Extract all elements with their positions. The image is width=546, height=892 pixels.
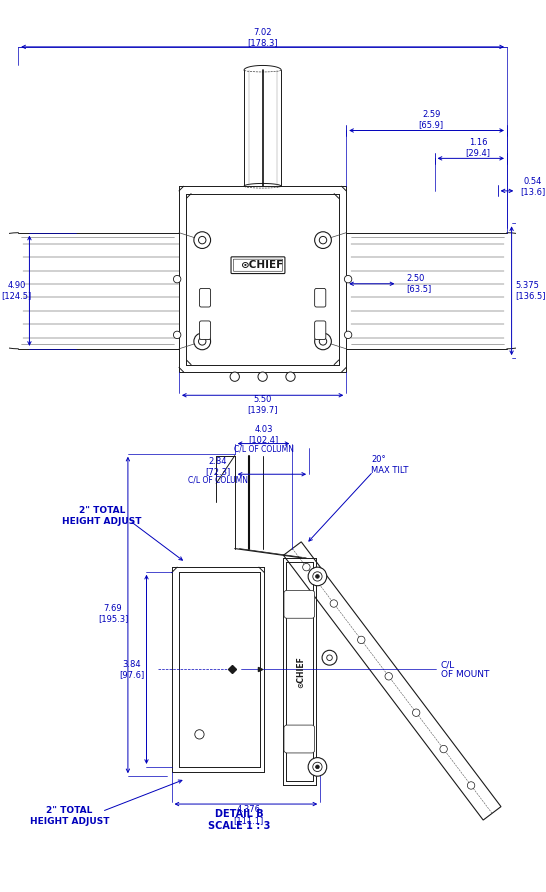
Circle shape	[194, 333, 211, 350]
FancyBboxPatch shape	[284, 591, 314, 618]
Circle shape	[308, 567, 327, 586]
FancyBboxPatch shape	[314, 288, 326, 307]
Text: 2.84
[72.3]: 2.84 [72.3]	[205, 457, 230, 476]
FancyBboxPatch shape	[284, 725, 314, 753]
Text: 2.50
[63.5]: 2.50 [63.5]	[407, 274, 432, 293]
Circle shape	[314, 333, 331, 350]
Text: 7.02
[178.3]: 7.02 [178.3]	[247, 28, 278, 47]
Text: DETAIL B
SCALE 1 : 3: DETAIL B SCALE 1 : 3	[208, 809, 271, 830]
Circle shape	[412, 709, 420, 716]
Text: 4.376
[111.1]: 4.376 [111.1]	[233, 805, 263, 825]
Circle shape	[322, 650, 337, 665]
Circle shape	[174, 331, 181, 339]
Text: 3.84
[97.6]: 3.84 [97.6]	[119, 660, 144, 679]
Text: 20°
MAX TILT: 20° MAX TILT	[371, 455, 409, 475]
Circle shape	[385, 673, 393, 680]
Circle shape	[345, 331, 352, 339]
Text: C/L: C/L	[441, 660, 455, 669]
Circle shape	[308, 757, 327, 776]
Text: C/L OF COLUMN: C/L OF COLUMN	[188, 475, 248, 484]
FancyBboxPatch shape	[199, 321, 211, 340]
Circle shape	[302, 564, 310, 571]
Text: ⊙CHIEF: ⊙CHIEF	[240, 260, 283, 270]
Text: 2" TOTAL
HEIGHT ADJUST: 2" TOTAL HEIGHT ADJUST	[29, 806, 109, 826]
Circle shape	[195, 730, 204, 739]
Circle shape	[440, 746, 447, 753]
Circle shape	[316, 574, 319, 578]
Circle shape	[230, 372, 239, 382]
Circle shape	[314, 232, 331, 249]
Text: 7.69
[195.3]: 7.69 [195.3]	[98, 604, 128, 624]
Circle shape	[358, 636, 365, 644]
Text: 5.375
[136.5]: 5.375 [136.5]	[515, 281, 546, 301]
Circle shape	[330, 599, 337, 607]
Text: 1.16
[29.4]: 1.16 [29.4]	[466, 137, 491, 157]
Circle shape	[258, 372, 267, 382]
Text: 4.03
[102.4]: 4.03 [102.4]	[248, 425, 278, 444]
Circle shape	[467, 781, 475, 789]
Text: 0.54
[13.6]: 0.54 [13.6]	[520, 177, 545, 196]
Circle shape	[174, 276, 181, 283]
Text: C/L OF COLUMN: C/L OF COLUMN	[234, 444, 294, 454]
FancyBboxPatch shape	[314, 321, 326, 340]
Circle shape	[316, 765, 319, 769]
Text: OF MOUNT: OF MOUNT	[441, 671, 489, 680]
FancyBboxPatch shape	[199, 288, 211, 307]
Circle shape	[286, 372, 295, 382]
Circle shape	[345, 276, 352, 283]
FancyBboxPatch shape	[231, 257, 285, 274]
Text: ⊙CHIEF: ⊙CHIEF	[296, 656, 306, 688]
Circle shape	[194, 232, 211, 249]
FancyBboxPatch shape	[233, 260, 283, 271]
Text: 2" TOTAL
HEIGHT ADJUST: 2" TOTAL HEIGHT ADJUST	[62, 507, 141, 525]
Text: 4.90
[124.5]: 4.90 [124.5]	[1, 281, 32, 301]
Text: 5.50
[139.7]: 5.50 [139.7]	[247, 395, 278, 414]
Text: 2.59
[65.9]: 2.59 [65.9]	[419, 110, 444, 129]
